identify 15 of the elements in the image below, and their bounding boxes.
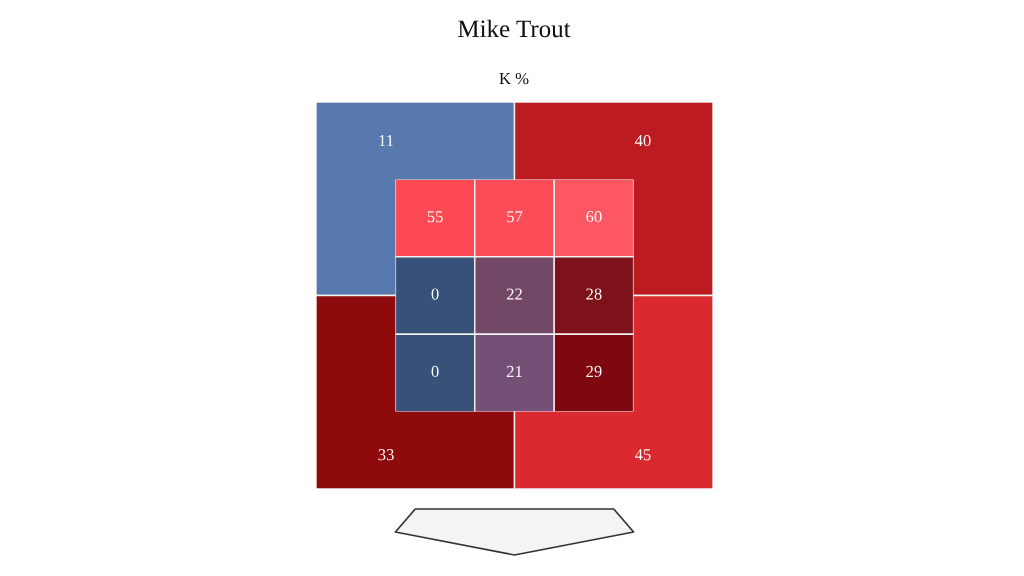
data-label: 11 (379, 135, 394, 147)
data-label: 21 (506, 365, 522, 377)
data-label: 28 (586, 288, 602, 300)
data-label: 60 (586, 211, 602, 223)
data-label: 33 (378, 449, 394, 461)
data-label: 0 (431, 288, 439, 300)
data-label: 40 (634, 134, 651, 147)
chart-subtitle: K % (499, 72, 529, 85)
data-label: 0 (431, 365, 439, 378)
chart-title: Mike Trout (458, 19, 571, 38)
data-label: 22 (506, 288, 522, 300)
data-label: 45 (634, 449, 651, 461)
data-label: 55 (427, 211, 443, 223)
data-label: 29 (586, 365, 602, 378)
data-label: 57 (507, 211, 523, 223)
